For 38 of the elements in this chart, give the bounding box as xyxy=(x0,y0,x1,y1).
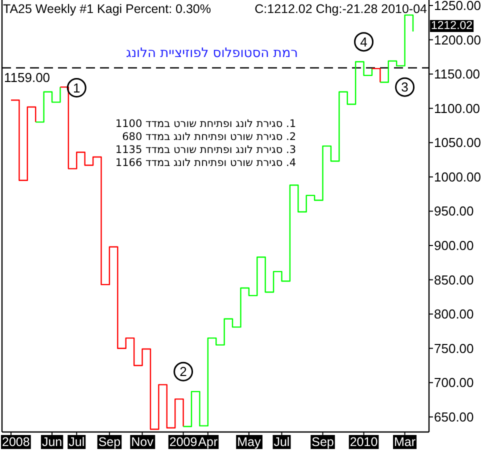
y-tick-label: 1200.00 xyxy=(434,32,481,48)
chart-subtitle: C:1212.02 Chg:-21.28 2010-04 xyxy=(254,2,428,16)
annotation: רמת הסטופלוס לפוזיציית הלונג xyxy=(126,46,298,61)
annotation: 4. סגירת שורט ופתיחת לונג במדד 1166 xyxy=(115,157,296,169)
annotation: 1 xyxy=(73,80,80,96)
y-tick-label: 950.00 xyxy=(434,204,474,219)
y-tick-label: 900.00 xyxy=(434,238,474,253)
x-tick-label: Nov xyxy=(131,435,154,449)
chart-title: TA25 Weekly #1 Kagi Percent: 0.30% xyxy=(3,2,211,16)
x-tick-label: May xyxy=(237,435,262,449)
annotation: 3 xyxy=(401,80,408,95)
x-tick-label: Apr xyxy=(198,435,218,449)
annotation: 3. סגירת לונג ופתיחת שורט במדד 1135 xyxy=(115,144,296,156)
y-tick-label: 1000.00 xyxy=(434,169,481,184)
y-tick-label: 750.00 xyxy=(434,340,474,356)
annotation: 2. סגירת שורט ופתיחת לונג במדד 680 xyxy=(122,131,296,143)
x-tick-label: Mar xyxy=(394,435,416,449)
x-tick-label: 2008 xyxy=(2,435,30,449)
annotation: 1. סגירת לונג ופתיחת שורט במדד 1100 xyxy=(115,118,296,130)
ref-line-label: 1159.00 xyxy=(4,70,50,85)
y-tick-label: 1050.00 xyxy=(434,135,481,150)
x-tick-label: Sep xyxy=(312,435,334,449)
y-tick-label: 1100.00 xyxy=(434,100,480,116)
x-tick-label: Jul xyxy=(274,435,290,449)
annotation: 4 xyxy=(360,34,368,50)
y-tick-label: 1150.00 xyxy=(434,66,480,82)
y-tick-label: 850.00 xyxy=(434,272,474,288)
annotation: 2 xyxy=(180,364,187,380)
x-tick-label: Jun xyxy=(42,435,62,449)
y-tick-label: 700.00 xyxy=(434,375,474,390)
y-tick-label: 1250.00 xyxy=(434,0,481,13)
text: 1212.02 xyxy=(431,20,473,32)
x-tick-label: Sep xyxy=(98,435,121,449)
x-tick-label: 2009 xyxy=(169,435,198,449)
x-tick-label: 2010 xyxy=(350,435,378,449)
x-tick-label: Jul xyxy=(68,435,85,449)
y-tick-label: 800.00 xyxy=(434,306,474,322)
y-tick-label: 650.00 xyxy=(434,409,474,424)
